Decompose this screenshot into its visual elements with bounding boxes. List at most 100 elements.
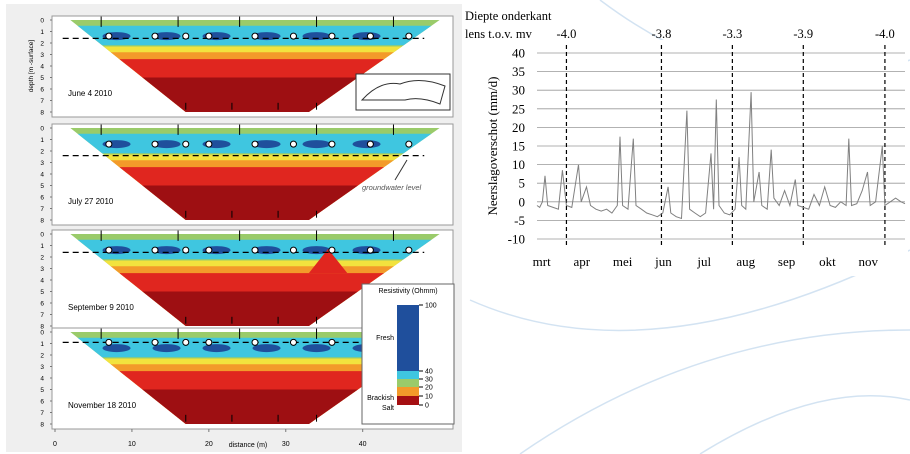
electrode [251, 140, 259, 148]
resistivity-layer [142, 389, 358, 424]
inset-outline [360, 80, 446, 105]
electrode [105, 32, 113, 40]
y-tick-label: 4 [40, 64, 44, 71]
y-tick-label: -10 [508, 232, 525, 247]
y-tick-label: 1 [40, 243, 44, 250]
y-tick-label: 30 [512, 83, 525, 98]
fresh-lens [152, 344, 181, 353]
y-tick-label: 7 [40, 206, 44, 213]
y-tick-label: 8 [40, 218, 44, 225]
y-tick-label: 4 [40, 278, 44, 285]
y-tick-label: 3 [40, 52, 44, 59]
chart-subtitle: lens t.o.v. mv [465, 27, 533, 41]
colorbar-label: 20 [425, 385, 433, 392]
fresh-lens [252, 140, 281, 149]
colorbar-class: Fresh [376, 335, 394, 342]
electrode [289, 246, 297, 254]
colorbar-label: 40 [425, 369, 433, 376]
electrode [151, 32, 159, 40]
electrode [289, 338, 297, 346]
legend-title: Resistivity (Ohmm) [378, 288, 437, 295]
y-tick-label: 6 [40, 195, 44, 202]
electrode [251, 338, 259, 346]
colorbar-class: Salt [382, 405, 394, 412]
electrode [105, 140, 113, 148]
electrode [182, 32, 190, 40]
electrode [366, 140, 374, 148]
data-line [536, 92, 906, 220]
electrode [251, 32, 259, 40]
y-tick-label: -5 [514, 213, 525, 228]
chart-title: Diepte onderkant [465, 9, 552, 23]
y-tick-label: 6 [40, 399, 44, 406]
colorbar-segment [397, 379, 419, 387]
y-tick-label: 0 [519, 194, 526, 209]
annotation-label: -4.0 [875, 27, 895, 41]
electrode [151, 246, 159, 254]
colorbar-label: 30 [425, 377, 433, 384]
electrode [205, 140, 213, 148]
swoosh [469, 249, 910, 332]
colorbar-label: 10 [425, 394, 433, 401]
colorbar-segment [397, 387, 419, 396]
swoosh [519, 329, 910, 454]
fresh-lens [302, 140, 331, 149]
electrode [405, 246, 413, 254]
resistivity-layer [142, 185, 358, 220]
y-tick-label: 10 [512, 157, 525, 172]
fresh-lens [102, 344, 131, 353]
annotation-label: -3.3 [722, 27, 742, 41]
colorbar-segment [397, 371, 419, 379]
electrode [151, 140, 159, 148]
y-tick-label: 7 [40, 312, 44, 319]
y-tick-label: 4 [40, 376, 44, 383]
chart-background [482, 40, 908, 276]
panel-label: June 4 2010 [68, 89, 113, 98]
annotation-label: -4.0 [557, 27, 577, 41]
y-tick-label: 6 [40, 87, 44, 94]
y-tick-label: 8 [40, 422, 44, 429]
y-tick-label: 2 [40, 353, 44, 360]
x-tick-label: aug [736, 254, 755, 269]
y-tick-label: 5 [40, 183, 44, 190]
panel-label: November 18 2010 [68, 401, 137, 410]
line-chart: Diepte onderkant lens t.o.v. mv -10 -5 0 5 10 1… [465, 9, 906, 269]
y-tick-label: 5 [40, 289, 44, 296]
resistivity-layer [142, 291, 358, 326]
annotation-label: -3.8 [652, 27, 672, 41]
y-tick-label: 15 [512, 139, 525, 154]
y-tick-label: 3 [40, 266, 44, 273]
electrode [405, 32, 413, 40]
electrode [151, 338, 159, 346]
colorbar-segment [397, 396, 419, 405]
x-tick-label: sep [778, 254, 795, 269]
y-tick-label: 2 [40, 255, 44, 262]
colorbar-segment [397, 305, 419, 371]
y-tick-label: 5 [40, 387, 44, 394]
x-tick-label: 0 [53, 441, 57, 448]
x-tick-label: jun [654, 254, 672, 269]
y-axis-title: Neerslagoverschot (mm/d) [485, 77, 500, 216]
x-tick-label: jul [696, 254, 711, 269]
y-tick-label: 35 [512, 64, 525, 79]
y-tick-label: 1 [40, 341, 44, 348]
y-tick-label: 2 [40, 149, 44, 156]
y-tick-label: 7 [40, 410, 44, 417]
electrode [366, 32, 374, 40]
y-tick-label: 1 [40, 137, 44, 144]
x-tick-label: nov [858, 254, 878, 269]
y-tick-label: 0 [40, 232, 44, 239]
fresh-lens [202, 344, 231, 353]
colorbar-label: 100 [425, 303, 437, 310]
swoosh [699, 395, 910, 454]
electrode [289, 32, 297, 40]
y-tick-label: 4 [40, 172, 44, 179]
x-tick-label: 10 [128, 441, 136, 448]
electrode [182, 140, 190, 148]
y-axis-title: depth [m -surface] [28, 40, 35, 93]
fresh-lens [152, 140, 181, 149]
panel-label: July 27 2010 [68, 197, 114, 206]
electrode [105, 338, 113, 346]
electrode [366, 246, 374, 254]
